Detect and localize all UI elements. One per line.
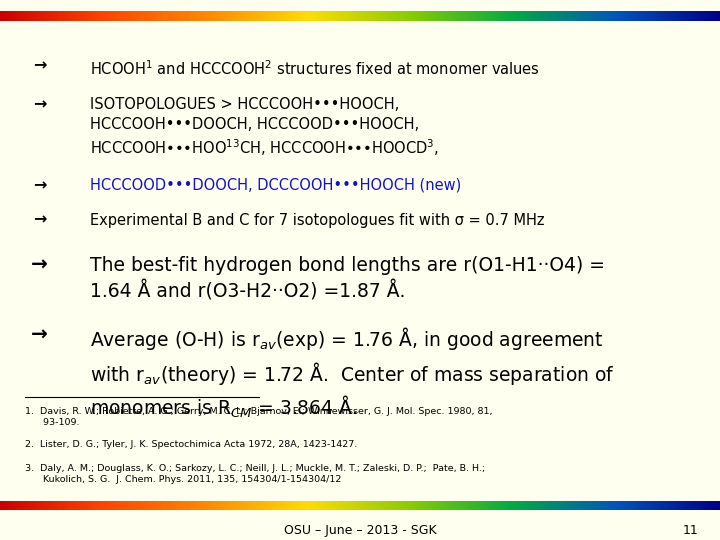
Text: ISOTOPOLOGUES > HCCCOOH•••HOOCH,
HCCCOOH•••DOOCH, HCCCOOD•••HOOCH,
HCCCOOH•••HOO: ISOTOPOLOGUES > HCCCOOH•••HOOCH, HCCCOOH… xyxy=(90,97,439,158)
Text: 3.  Daly, A. M.; Douglass, K. O.; Sarkozy, L. C.; Neill, J. L.; Muckle, M. T.; Z: 3. Daly, A. M.; Douglass, K. O.; Sarkozy… xyxy=(25,464,485,484)
Text: HCCCOOD•••DOOCH, DCCCOOH•••HOOCH (new): HCCCOOD•••DOOCH, DCCCOOH•••HOOCH (new) xyxy=(90,178,462,193)
Text: 11: 11 xyxy=(683,524,698,537)
Text: HCOOH$^1$ and HCCCOOH$^2$ structures fixed at monomer values: HCOOH$^1$ and HCCCOOH$^2$ structures fix… xyxy=(90,59,540,78)
Text: OSU – June – 2013 - SGK: OSU – June – 2013 - SGK xyxy=(284,524,436,537)
Text: 1.  Davis, R. W.; Robiette, A. G.; Gerry, M. C. L.; Bjarnov, E.; Winnewisser, G.: 1. Davis, R. W.; Robiette, A. G.; Gerry,… xyxy=(25,407,492,427)
Text: The best-fit hydrogen bond lengths are r(O1-H1··O4) =
1.64 Å and r(O3-H2··O2) =1: The best-fit hydrogen bond lengths are r… xyxy=(90,256,605,302)
Text: →: → xyxy=(31,256,48,275)
Text: →: → xyxy=(31,326,48,345)
Text: →: → xyxy=(33,178,46,193)
Text: →: → xyxy=(33,97,46,112)
Text: →: → xyxy=(33,59,46,74)
Text: Experimental B and C for 7 isotopologues fit with σ = 0.7 MHz: Experimental B and C for 7 isotopologues… xyxy=(90,213,544,227)
Text: 2.  Lister, D. G.; Tyler, J. K. Spectochimica Acta 1972, 28A, 1423-1427.: 2. Lister, D. G.; Tyler, J. K. Spectochi… xyxy=(25,440,357,449)
Text: Average (O-H) is r$_{av}$(exp) = 1.76 Å, in good agreement
with r$_{av}$(theory): Average (O-H) is r$_{av}$(exp) = 1.76 Å,… xyxy=(90,326,615,420)
Text: →: → xyxy=(33,213,46,227)
